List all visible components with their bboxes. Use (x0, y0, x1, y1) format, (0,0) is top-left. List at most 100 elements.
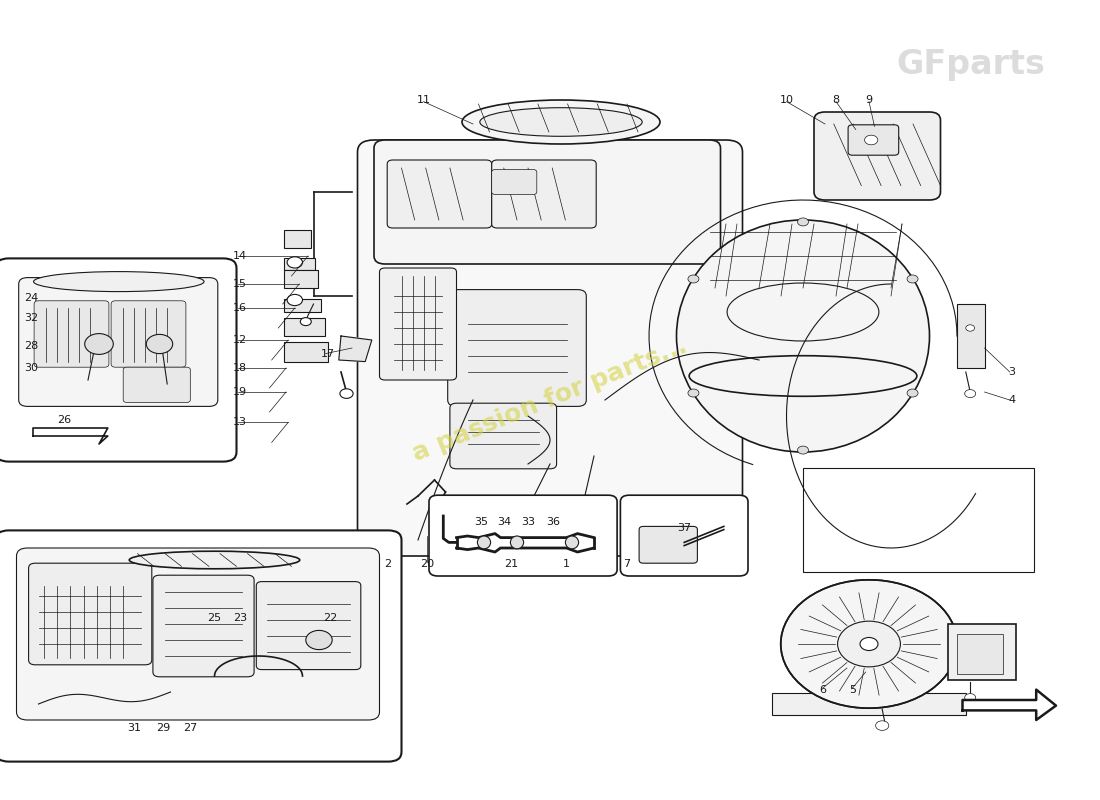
Ellipse shape (130, 551, 299, 569)
Circle shape (876, 721, 889, 730)
Text: 33: 33 (521, 517, 535, 526)
Circle shape (798, 218, 808, 226)
Circle shape (340, 389, 353, 398)
Text: 21: 21 (505, 559, 518, 569)
Ellipse shape (676, 220, 930, 452)
Text: GFparts: GFparts (896, 48, 1045, 81)
Circle shape (287, 257, 303, 268)
Bar (948, 624, 1016, 680)
Bar (803, 468, 1034, 572)
Circle shape (965, 390, 976, 398)
Circle shape (908, 275, 918, 283)
Text: 7: 7 (624, 559, 630, 569)
Text: 2: 2 (384, 559, 390, 569)
Bar (284, 270, 318, 288)
Ellipse shape (477, 536, 491, 549)
Text: 3: 3 (1009, 367, 1015, 377)
Circle shape (85, 334, 113, 354)
Bar (284, 258, 315, 270)
Text: 24: 24 (24, 293, 37, 302)
FancyBboxPatch shape (448, 290, 586, 406)
Ellipse shape (462, 100, 660, 144)
Text: 27: 27 (184, 723, 197, 733)
FancyBboxPatch shape (0, 258, 236, 462)
Text: 25: 25 (208, 613, 221, 622)
Text: 23: 23 (233, 613, 246, 622)
FancyBboxPatch shape (34, 301, 109, 367)
Circle shape (860, 638, 878, 650)
FancyBboxPatch shape (620, 495, 748, 576)
Text: 1: 1 (563, 559, 570, 569)
FancyBboxPatch shape (111, 301, 186, 367)
Bar (284, 230, 311, 248)
Text: 12: 12 (233, 335, 246, 345)
Circle shape (688, 275, 698, 283)
Circle shape (146, 334, 173, 354)
FancyBboxPatch shape (387, 160, 492, 228)
Text: 8: 8 (833, 95, 839, 105)
Text: 29: 29 (156, 723, 169, 733)
Ellipse shape (565, 536, 579, 549)
Text: 34: 34 (497, 517, 510, 526)
FancyBboxPatch shape (379, 268, 456, 380)
Circle shape (781, 580, 957, 708)
Text: 14: 14 (233, 251, 246, 261)
FancyBboxPatch shape (29, 563, 152, 665)
Text: 35: 35 (474, 517, 487, 526)
FancyBboxPatch shape (848, 125, 899, 155)
Text: 18: 18 (233, 363, 246, 373)
Bar (957, 634, 1003, 674)
Text: 20: 20 (420, 559, 433, 569)
Text: 31: 31 (128, 723, 141, 733)
FancyBboxPatch shape (429, 495, 617, 576)
FancyBboxPatch shape (492, 170, 537, 194)
FancyBboxPatch shape (256, 582, 361, 670)
Text: 16: 16 (233, 303, 246, 313)
FancyBboxPatch shape (19, 278, 218, 406)
Circle shape (908, 389, 918, 397)
Circle shape (287, 294, 303, 306)
Text: a passion for parts...: a passion for parts... (409, 334, 691, 466)
Text: 6: 6 (820, 685, 826, 694)
FancyBboxPatch shape (358, 140, 742, 556)
Text: 10: 10 (780, 95, 793, 105)
Ellipse shape (33, 272, 205, 292)
Ellipse shape (510, 536, 524, 549)
Circle shape (865, 135, 878, 145)
Text: 26: 26 (57, 415, 70, 425)
Text: 22: 22 (323, 613, 337, 622)
Bar (284, 299, 321, 312)
FancyBboxPatch shape (123, 367, 190, 402)
Bar (284, 342, 328, 362)
Text: 17: 17 (321, 349, 334, 358)
Circle shape (688, 389, 698, 397)
Text: 36: 36 (547, 517, 560, 526)
FancyBboxPatch shape (16, 548, 379, 720)
Polygon shape (33, 428, 108, 444)
Ellipse shape (480, 108, 642, 136)
Text: 9: 9 (866, 95, 872, 105)
Circle shape (965, 694, 976, 702)
Text: 5: 5 (849, 685, 856, 694)
Text: 32: 32 (24, 313, 37, 322)
Bar (957, 304, 984, 368)
Text: 28: 28 (24, 341, 37, 350)
Bar (284, 318, 324, 336)
Circle shape (798, 446, 808, 454)
FancyBboxPatch shape (492, 160, 596, 228)
FancyBboxPatch shape (639, 526, 697, 563)
FancyBboxPatch shape (374, 140, 720, 264)
Text: 15: 15 (233, 279, 246, 289)
Text: 13: 13 (233, 418, 246, 427)
Bar (772, 693, 966, 714)
Text: 4: 4 (1009, 395, 1015, 405)
Circle shape (300, 318, 311, 326)
Circle shape (966, 325, 975, 331)
Circle shape (306, 630, 332, 650)
Text: 37: 37 (678, 523, 691, 533)
Text: 19: 19 (233, 387, 246, 397)
FancyBboxPatch shape (814, 112, 940, 200)
Text: 11: 11 (417, 95, 430, 105)
Polygon shape (962, 690, 1056, 720)
FancyBboxPatch shape (450, 403, 557, 469)
